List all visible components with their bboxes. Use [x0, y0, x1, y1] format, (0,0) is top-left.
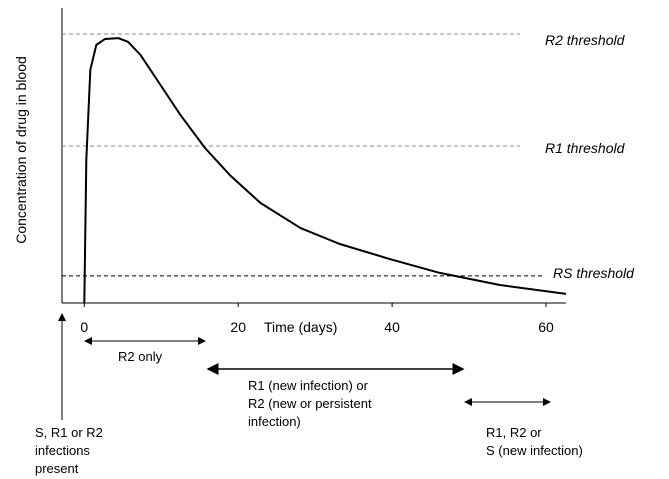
- data-line: [83, 37, 567, 304]
- annotation-line: R2 (new or persistent: [248, 396, 372, 411]
- annotation-line: R1, R2 or: [486, 425, 542, 440]
- annotation-line: infection): [248, 414, 301, 429]
- annotation-line: S (new infection): [486, 443, 583, 458]
- x-axis-label: Time (days): [264, 319, 337, 335]
- annotation-line: R2 only: [118, 349, 163, 364]
- x-tick-label: 60: [538, 319, 554, 335]
- annotation-line: present: [35, 461, 79, 476]
- x-tick-label: 20: [230, 319, 246, 335]
- x-tick-label: 0: [80, 319, 88, 335]
- annotation: S, R1 or R2 infections present: [35, 425, 103, 476]
- x-tick-label: 40: [384, 319, 400, 335]
- annotation: R1 (new infection) or R2 (new or persiste…: [248, 378, 372, 429]
- annotation: R2 only: [118, 349, 163, 364]
- annotation-line: R1 (new infection) or: [248, 378, 369, 393]
- annotation-line: S, R1 or R2: [35, 425, 103, 440]
- threshold-label: RS threshold: [553, 265, 635, 281]
- threshold-label: R1 threshold: [545, 140, 626, 156]
- annotation: R1, R2 or S (new infection): [486, 425, 583, 458]
- y-axis-label: Concentration of drug in blood: [13, 56, 29, 244]
- threshold-label: R2 threshold: [545, 32, 626, 48]
- annotation-line: infections: [35, 443, 90, 458]
